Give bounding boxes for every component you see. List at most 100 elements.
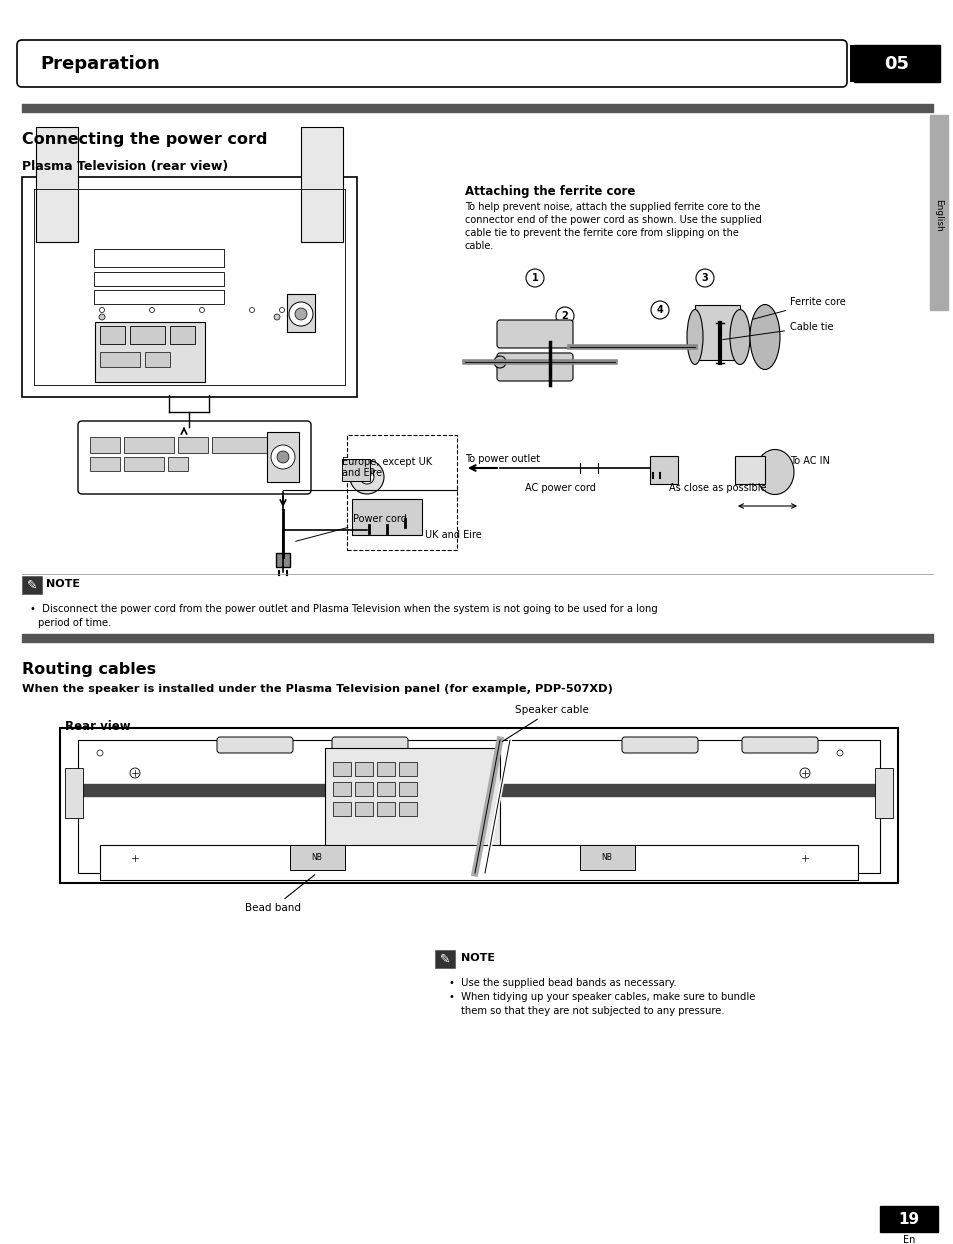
Circle shape	[274, 313, 280, 320]
Bar	[376, 782, 395, 796]
Bar	[398, 782, 416, 796]
Bar	[579, 845, 635, 870]
Bar	[398, 763, 416, 776]
Circle shape	[525, 269, 543, 287]
Bar	[170, 326, 194, 345]
Bar	[90, 457, 120, 471]
Circle shape	[150, 307, 154, 312]
Text: 4: 4	[656, 305, 662, 315]
Bar	[649, 457, 678, 484]
Text: •  Use the supplied bead bands as necessary.: • Use the supplied bead bands as necessa…	[449, 978, 676, 988]
Circle shape	[800, 853, 809, 863]
Circle shape	[250, 307, 254, 312]
Bar	[325, 748, 499, 858]
FancyBboxPatch shape	[216, 736, 293, 753]
Bar	[275, 554, 290, 567]
Circle shape	[289, 302, 313, 326]
Bar	[60, 728, 897, 883]
Text: NOTE: NOTE	[460, 953, 495, 963]
Text: NOTE: NOTE	[46, 578, 80, 588]
Bar	[100, 845, 857, 880]
Bar	[168, 457, 188, 471]
Bar	[100, 352, 140, 367]
Bar	[398, 802, 416, 816]
Bar	[352, 499, 421, 535]
Text: To help prevent noise, attach the supplied ferrite core to the: To help prevent noise, attach the suppli…	[464, 202, 760, 211]
Bar	[853, 45, 939, 82]
Text: To AC IN: To AC IN	[789, 457, 829, 466]
FancyBboxPatch shape	[78, 420, 311, 494]
FancyBboxPatch shape	[849, 45, 937, 82]
Text: UK and Eire: UK and Eire	[424, 530, 481, 540]
Text: NB: NB	[601, 853, 612, 862]
Circle shape	[350, 460, 384, 494]
Text: Connecting the power cord: Connecting the power cord	[22, 132, 267, 147]
Text: Ferrite core: Ferrite core	[752, 297, 845, 320]
Circle shape	[696, 269, 713, 287]
Text: Attaching the ferrite core: Attaching the ferrite core	[464, 185, 635, 198]
Text: Power cord: Power cord	[295, 514, 406, 541]
Circle shape	[271, 445, 294, 469]
Bar	[874, 768, 892, 819]
Circle shape	[99, 313, 105, 320]
Circle shape	[359, 470, 374, 484]
Bar	[130, 326, 165, 345]
Circle shape	[97, 750, 103, 756]
Circle shape	[359, 469, 364, 474]
Bar	[355, 782, 373, 796]
Bar	[355, 763, 373, 776]
Bar	[333, 802, 351, 816]
Bar	[100, 326, 125, 345]
Bar	[124, 457, 164, 471]
Circle shape	[800, 768, 809, 778]
Text: and Eire: and Eire	[341, 468, 382, 478]
Bar	[94, 290, 224, 304]
Bar	[36, 127, 78, 243]
Bar	[376, 763, 395, 776]
Bar	[341, 459, 370, 481]
Bar	[301, 127, 343, 243]
Text: cable tie to prevent the ferrite core from slipping on the: cable tie to prevent the ferrite core fr…	[464, 228, 739, 238]
Bar	[94, 272, 224, 286]
Ellipse shape	[686, 310, 702, 364]
Text: Routing cables: Routing cables	[22, 662, 156, 677]
Bar	[65, 768, 83, 819]
Bar	[287, 294, 314, 332]
Bar	[212, 437, 272, 453]
Circle shape	[369, 469, 375, 474]
Circle shape	[294, 309, 307, 320]
Circle shape	[556, 307, 574, 325]
Bar	[90, 437, 120, 453]
Text: 05: 05	[883, 55, 908, 73]
Circle shape	[276, 452, 289, 463]
Bar	[734, 457, 764, 484]
Bar	[22, 177, 356, 397]
Bar	[267, 432, 298, 481]
FancyBboxPatch shape	[741, 736, 817, 753]
Circle shape	[279, 307, 284, 312]
Text: AC power cord: AC power cord	[524, 483, 595, 493]
Text: ✎: ✎	[27, 578, 37, 591]
Text: •  When tidying up your speaker cables, make sure to bundle: • When tidying up your speaker cables, m…	[449, 991, 755, 1001]
Bar	[333, 782, 351, 796]
Circle shape	[99, 307, 105, 312]
Bar	[94, 249, 224, 267]
FancyBboxPatch shape	[17, 40, 846, 87]
Bar	[435, 950, 455, 968]
Text: Preparation: Preparation	[40, 55, 159, 73]
Bar	[95, 322, 205, 382]
Text: cable.: cable.	[464, 241, 494, 251]
Text: 1: 1	[531, 272, 537, 282]
Bar	[695, 305, 740, 360]
Bar	[290, 845, 345, 870]
FancyBboxPatch shape	[497, 320, 573, 348]
Bar	[355, 802, 373, 816]
Text: Bead band: Bead band	[245, 875, 314, 913]
Circle shape	[199, 307, 204, 312]
Text: To power outlet: To power outlet	[464, 454, 539, 464]
Text: 19: 19	[898, 1212, 919, 1227]
Circle shape	[650, 301, 668, 318]
Ellipse shape	[755, 449, 793, 495]
Text: connector end of the power cord as shown. Use the supplied: connector end of the power cord as shown…	[464, 215, 760, 225]
Bar	[178, 437, 208, 453]
